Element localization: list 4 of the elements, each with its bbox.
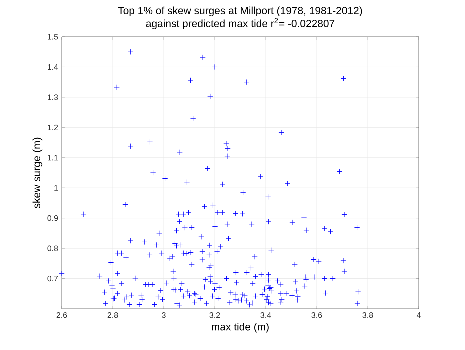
chart-subtitle: against predicted max tide r$^{2}$= -0.022807 (146, 18, 335, 30)
x-axis-title: max tide (m) (212, 323, 269, 333)
y-axis-title: skew surge (m) (32, 138, 43, 208)
chart-title: Top 1% of skew surges at Millport (1978, 1981-2012) (118, 6, 362, 17)
